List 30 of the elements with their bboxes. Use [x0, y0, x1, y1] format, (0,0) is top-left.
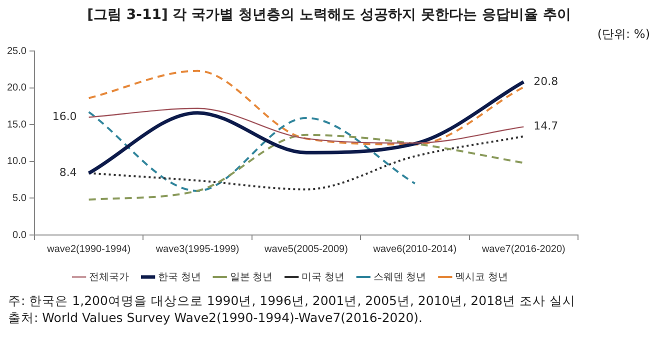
line-series	[88, 70, 525, 146]
data-label: 8.4	[59, 166, 77, 180]
y-tick-label: 20.0	[6, 82, 27, 94]
text: (단위: %)	[596, 26, 651, 42]
legend-label: 한국 청년	[158, 272, 201, 283]
line-series	[88, 111, 416, 192]
line-series	[88, 108, 524, 144]
x-tick-label: wave3(1995-1999)	[154, 244, 240, 255]
legend-label: 스웨덴 청년	[373, 272, 426, 283]
data-label: 20.8	[534, 74, 558, 88]
data-label: 16.0	[52, 110, 77, 124]
legend-label: 미국 청년	[302, 272, 344, 283]
line-series	[87, 80, 526, 175]
legend-label: 전체국가	[89, 272, 130, 283]
text: 주: 한국은 1,200여명을 대상으로 1990년, 1996년, 2001년, 2005년, 2010년, 2018년 조사 실시	[8, 292, 576, 309]
y-tick-label: 15.0	[6, 119, 27, 130]
x-tick-label: wave2(1990-1994)	[46, 244, 131, 255]
y-tick-label: 5.0	[12, 192, 27, 204]
chart-title: [그림 3-11] 각 국가별 청년층의 노력해도 성공하지 못한다는 응답비율 추이	[86, 6, 572, 25]
x-tick-label: wave7(2016-2020)	[480, 244, 566, 255]
legend-label: 일본 청년	[230, 272, 273, 283]
source-note: 출처: World Values Survey Wave2(1990-1994)-Wave7(2016-2020).	[8, 309, 424, 326]
x-tick-label: wave6(2010-2014)	[372, 244, 457, 255]
x-tick-label: wave5(2005-2009)	[264, 244, 348, 255]
line-series	[88, 134, 525, 201]
data-label: 14.7	[534, 120, 558, 133]
legend-label: 멕시코 청년	[455, 272, 508, 283]
y-tick-label: 10.0	[6, 156, 27, 168]
y-tick-label: 0.0	[12, 230, 27, 241]
y-tick-label: 25.0	[6, 46, 27, 57]
